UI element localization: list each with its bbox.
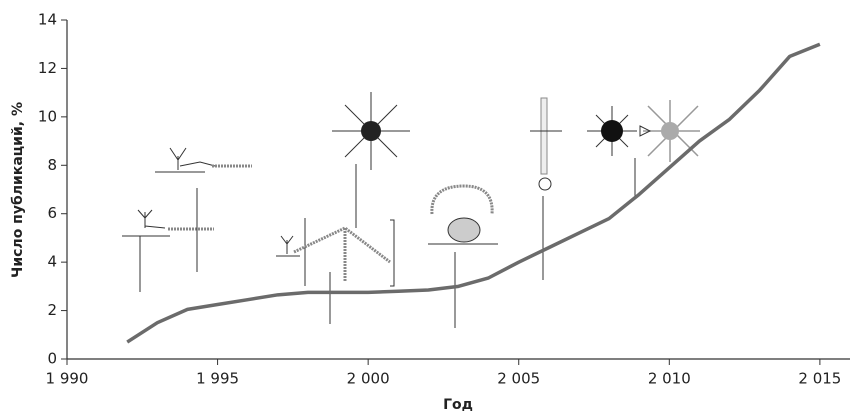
y-tick-label: 2 (47, 301, 57, 319)
y-tick-label: 14 (38, 11, 57, 29)
x-tick-label: 2 000 (347, 370, 390, 388)
y-axis-title: Число публикаций, % (10, 102, 26, 278)
illustrations (122, 92, 700, 328)
x-tick-label: 1 990 (46, 370, 89, 388)
y-tick-label: 8 (47, 156, 57, 174)
y-tick-label: 6 (47, 204, 57, 222)
y-tick-label: 4 (47, 253, 57, 271)
x-tick-label: 2 015 (798, 370, 841, 388)
x-tick-label: 2 010 (648, 370, 691, 388)
x-tick-label: 1 995 (196, 370, 239, 388)
x-tick-label: 2 005 (497, 370, 540, 388)
y-tick-label: 10 (38, 107, 57, 125)
x-axis-title: Год (443, 397, 473, 413)
y-tick-label: 0 (47, 350, 57, 368)
data-line (126, 42, 821, 344)
y-tick-label: 12 (38, 59, 57, 77)
